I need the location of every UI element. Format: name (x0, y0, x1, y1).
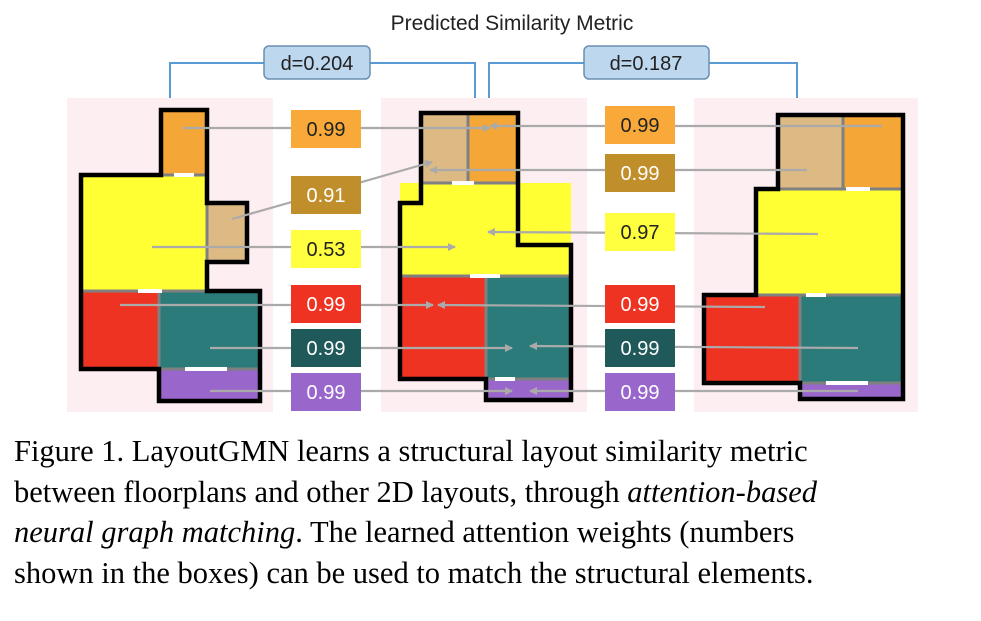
weight-box-right-yellow: 0.97 (605, 213, 675, 251)
svg-text:0.99: 0.99 (621, 115, 660, 137)
layout-similarity-figure: Predicted Similarity Metric d=0.204 d=0.… (67, 12, 918, 412)
weight-box-right-purple: 0.99 (605, 373, 675, 411)
weight-box-left-tan: 0.91 (291, 176, 361, 214)
svg-text:0.99: 0.99 (307, 338, 346, 360)
room-orange (161, 110, 207, 175)
svg-text:0.99: 0.99 (307, 119, 346, 141)
distance-label-left: d=0.204 (281, 53, 354, 75)
distance-label-right: d=0.187 (610, 53, 683, 75)
room-red (81, 291, 159, 369)
svg-text:0.99: 0.99 (621, 338, 660, 360)
caption-line-2: between floorplans and other 2D layouts,… (14, 474, 817, 509)
caption-line-3: neural graph matching. The learned atten… (14, 515, 795, 549)
svg-text:0.99: 0.99 (621, 163, 660, 185)
svg-text:0.97: 0.97 (621, 222, 660, 244)
weight-box-right-tan: 0.99 (605, 154, 675, 192)
room-purple (159, 369, 260, 401)
room-tan (421, 113, 468, 183)
room-red (704, 295, 800, 383)
floorplan-right (701, 112, 906, 402)
room-teal (800, 295, 903, 383)
distance-box-right (583, 45, 710, 80)
room-purple (486, 379, 571, 400)
svg-text:0.53: 0.53 (307, 239, 346, 261)
svg-text:0.99: 0.99 (621, 382, 660, 404)
distance-bracket-left (169, 62, 476, 98)
figure-title: Predicted Similarity Metric (391, 12, 634, 35)
weight-box-left-teal: 0.99 (291, 329, 361, 367)
room-tan (207, 203, 247, 262)
room-teal (486, 276, 571, 379)
svg-text:0.99: 0.99 (307, 294, 346, 316)
room-orange (843, 115, 903, 189)
room-tan (778, 115, 843, 189)
room-yellow (400, 183, 571, 276)
weight-box-left-red: 0.99 (291, 285, 361, 323)
room-red (400, 276, 486, 379)
distance-bracket-right (488, 62, 798, 98)
figure-caption: Figure 1. LayoutGMN learns a structural … (14, 431, 969, 593)
svg-text:0.99: 0.99 (621, 294, 660, 316)
svg-text:0.91: 0.91 (307, 185, 346, 207)
weight-box-right-orange: 0.99 (605, 106, 675, 144)
weight-box-right-red: 0.99 (605, 285, 675, 323)
caption-line-1: Figure 1. LayoutGMN learns a structural … (14, 434, 808, 468)
weight-box-left-orange: 0.99 (291, 110, 361, 148)
weight-box-right-teal: 0.99 (605, 329, 675, 367)
room-yellow (756, 189, 903, 295)
caption-line-4: shown in the boxes) can be used to match… (14, 555, 814, 590)
weight-box-left-purple: 0.99 (291, 373, 361, 411)
room-orange (468, 113, 518, 183)
svg-text:0.99: 0.99 (307, 382, 346, 404)
room-teal (159, 291, 260, 369)
distance-box-left (263, 45, 371, 80)
room-yellow (81, 175, 207, 291)
weight-box-left-yellow: 0.53 (291, 230, 361, 268)
